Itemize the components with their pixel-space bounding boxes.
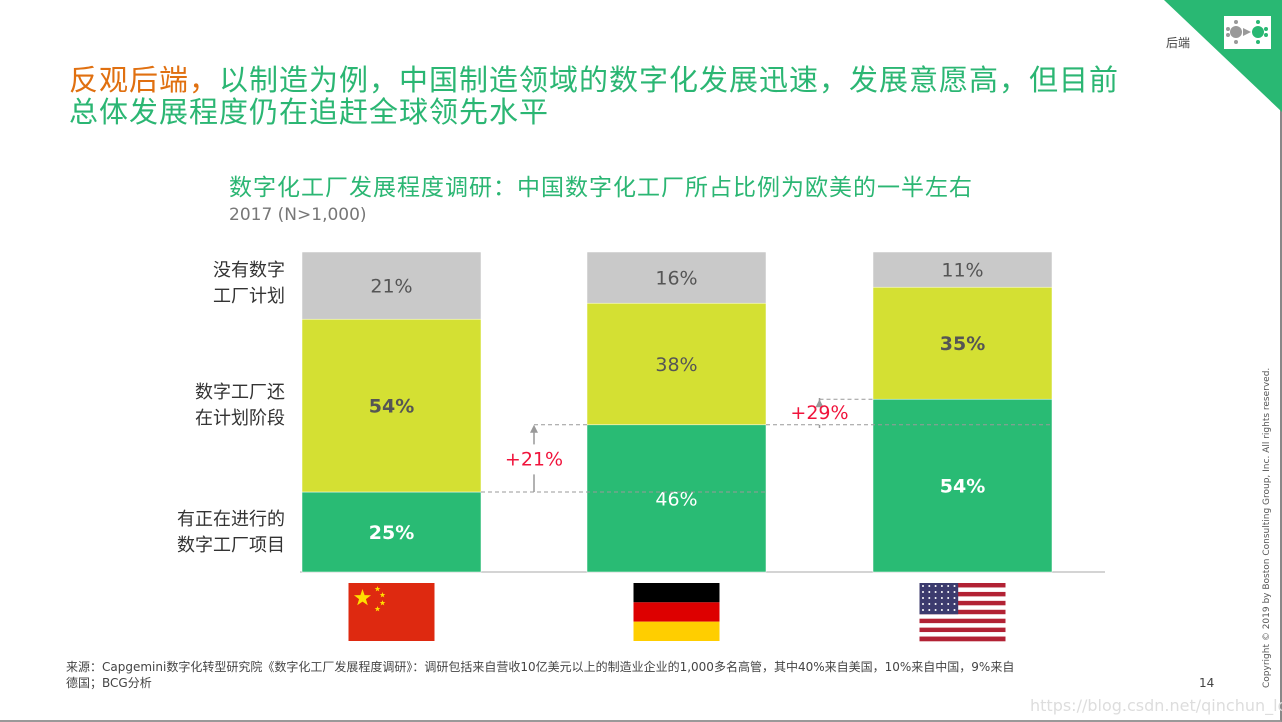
page-number: 14: [1199, 676, 1215, 690]
label-line: 有正在进行的: [177, 509, 285, 530]
label-line: 在计划阶段: [195, 408, 285, 429]
bar-segment: [872, 251, 1053, 288]
bar-segment: [301, 251, 482, 320]
row-label-planning: 数字工厂还在计划阶段: [145, 380, 285, 432]
chart-title: 数字化工厂发展程度调研：中国数字化工厂所占比例为欧美的一半左右: [229, 175, 973, 201]
title-line2: 总体发展程度仍在追赶全球领先水平: [69, 95, 550, 129]
data-label: 38%: [655, 354, 697, 376]
title-highlight: 反观后端，: [69, 63, 220, 97]
bar-segment: [586, 302, 767, 426]
arrow-head-icon: [530, 424, 538, 433]
bar-segment: [301, 318, 482, 493]
data-label: 25%: [369, 522, 414, 544]
row-label-no-plan: 没有数字 工厂计划: [145, 258, 285, 310]
bar-segment: [301, 491, 482, 573]
data-label: 11%: [941, 260, 983, 282]
bcg-logo-icon: [1224, 16, 1271, 49]
copyright: Copyright © 2019 by Boston Consulting Gr…: [1262, 367, 1272, 688]
data-label: 54%: [369, 396, 414, 418]
bar-segment: [586, 424, 767, 573]
usa-flag-icon: [919, 583, 1006, 642]
source-note: 来源：Capgemini数字化转型研究院《数字化工厂发展程度调研》：调研包括来自…: [66, 660, 1015, 690]
watermark: https://blog.csdn.net/qinchun_long: [1030, 696, 1282, 715]
row-label-in-progress: 有正在进行的 数字工厂项目: [145, 507, 285, 559]
data-label: 21%: [370, 276, 412, 298]
section-label: 后端: [1166, 36, 1191, 50]
data-label: 46%: [655, 488, 697, 510]
growth-annotation: +29%: [790, 402, 848, 424]
bar-segment: [586, 251, 767, 304]
china-flag-icon: [348, 583, 435, 641]
bar-segment: [872, 286, 1053, 400]
label-line: 数字工厂还: [195, 382, 285, 403]
bar-segment: [872, 398, 1053, 573]
label-line: 工厂计划: [213, 286, 285, 307]
arrow-head-icon: [815, 399, 824, 408]
germany-flag-icon: [633, 583, 720, 641]
page-title: 反观后端，以制造为例，中国制造领域的数字化发展迅速，发展意愿高，但目前 总体发展…: [69, 64, 1119, 128]
data-label: 16%: [655, 268, 697, 290]
label-line: 没有数字: [213, 260, 285, 281]
data-label: 35%: [940, 333, 985, 355]
data-label: 54%: [940, 476, 985, 498]
title-text: 以制造为例，中国制造领域的数字化发展迅速，发展意愿高，但目前: [219, 63, 1120, 97]
label-line: 数字工厂项目: [177, 535, 285, 556]
chart-subtitle: 2017 (N>1,000): [229, 205, 367, 225]
growth-annotation: +21%: [505, 448, 563, 470]
